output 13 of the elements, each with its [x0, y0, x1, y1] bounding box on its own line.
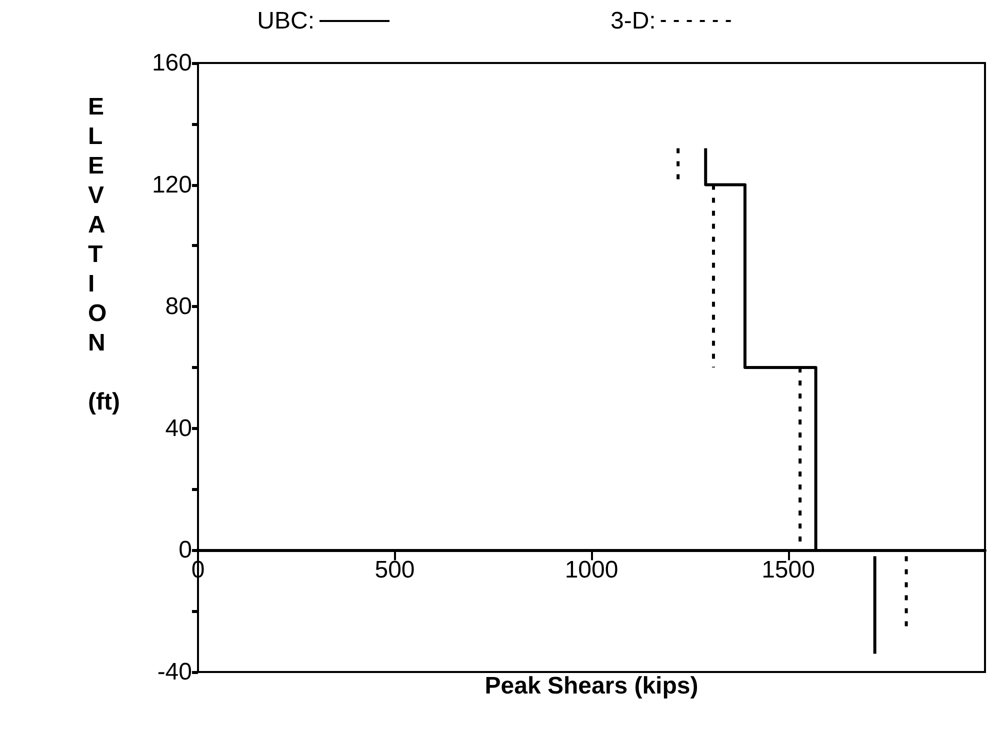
y-tick-label: -40 — [157, 658, 192, 686]
legend-label: UBC: — [257, 8, 314, 34]
x-axis-title: Peak Shears (kips) — [484, 672, 698, 700]
y-tick-label: 120 — [152, 171, 192, 198]
y-tick-label: 0 — [178, 536, 192, 564]
x-tick-label: 1500 — [762, 556, 815, 584]
x-tick-label: 500 — [374, 556, 415, 584]
text: ELEVATION (ft) — [88, 93, 120, 416]
y-tick-label: 40 — [165, 414, 192, 442]
y-tick-label: 160 — [152, 50, 192, 76]
legend-label: 3-D: — [610, 8, 656, 34]
x-tick-label: 1000 — [564, 556, 618, 584]
y-tick-label: 80 — [165, 293, 192, 320]
